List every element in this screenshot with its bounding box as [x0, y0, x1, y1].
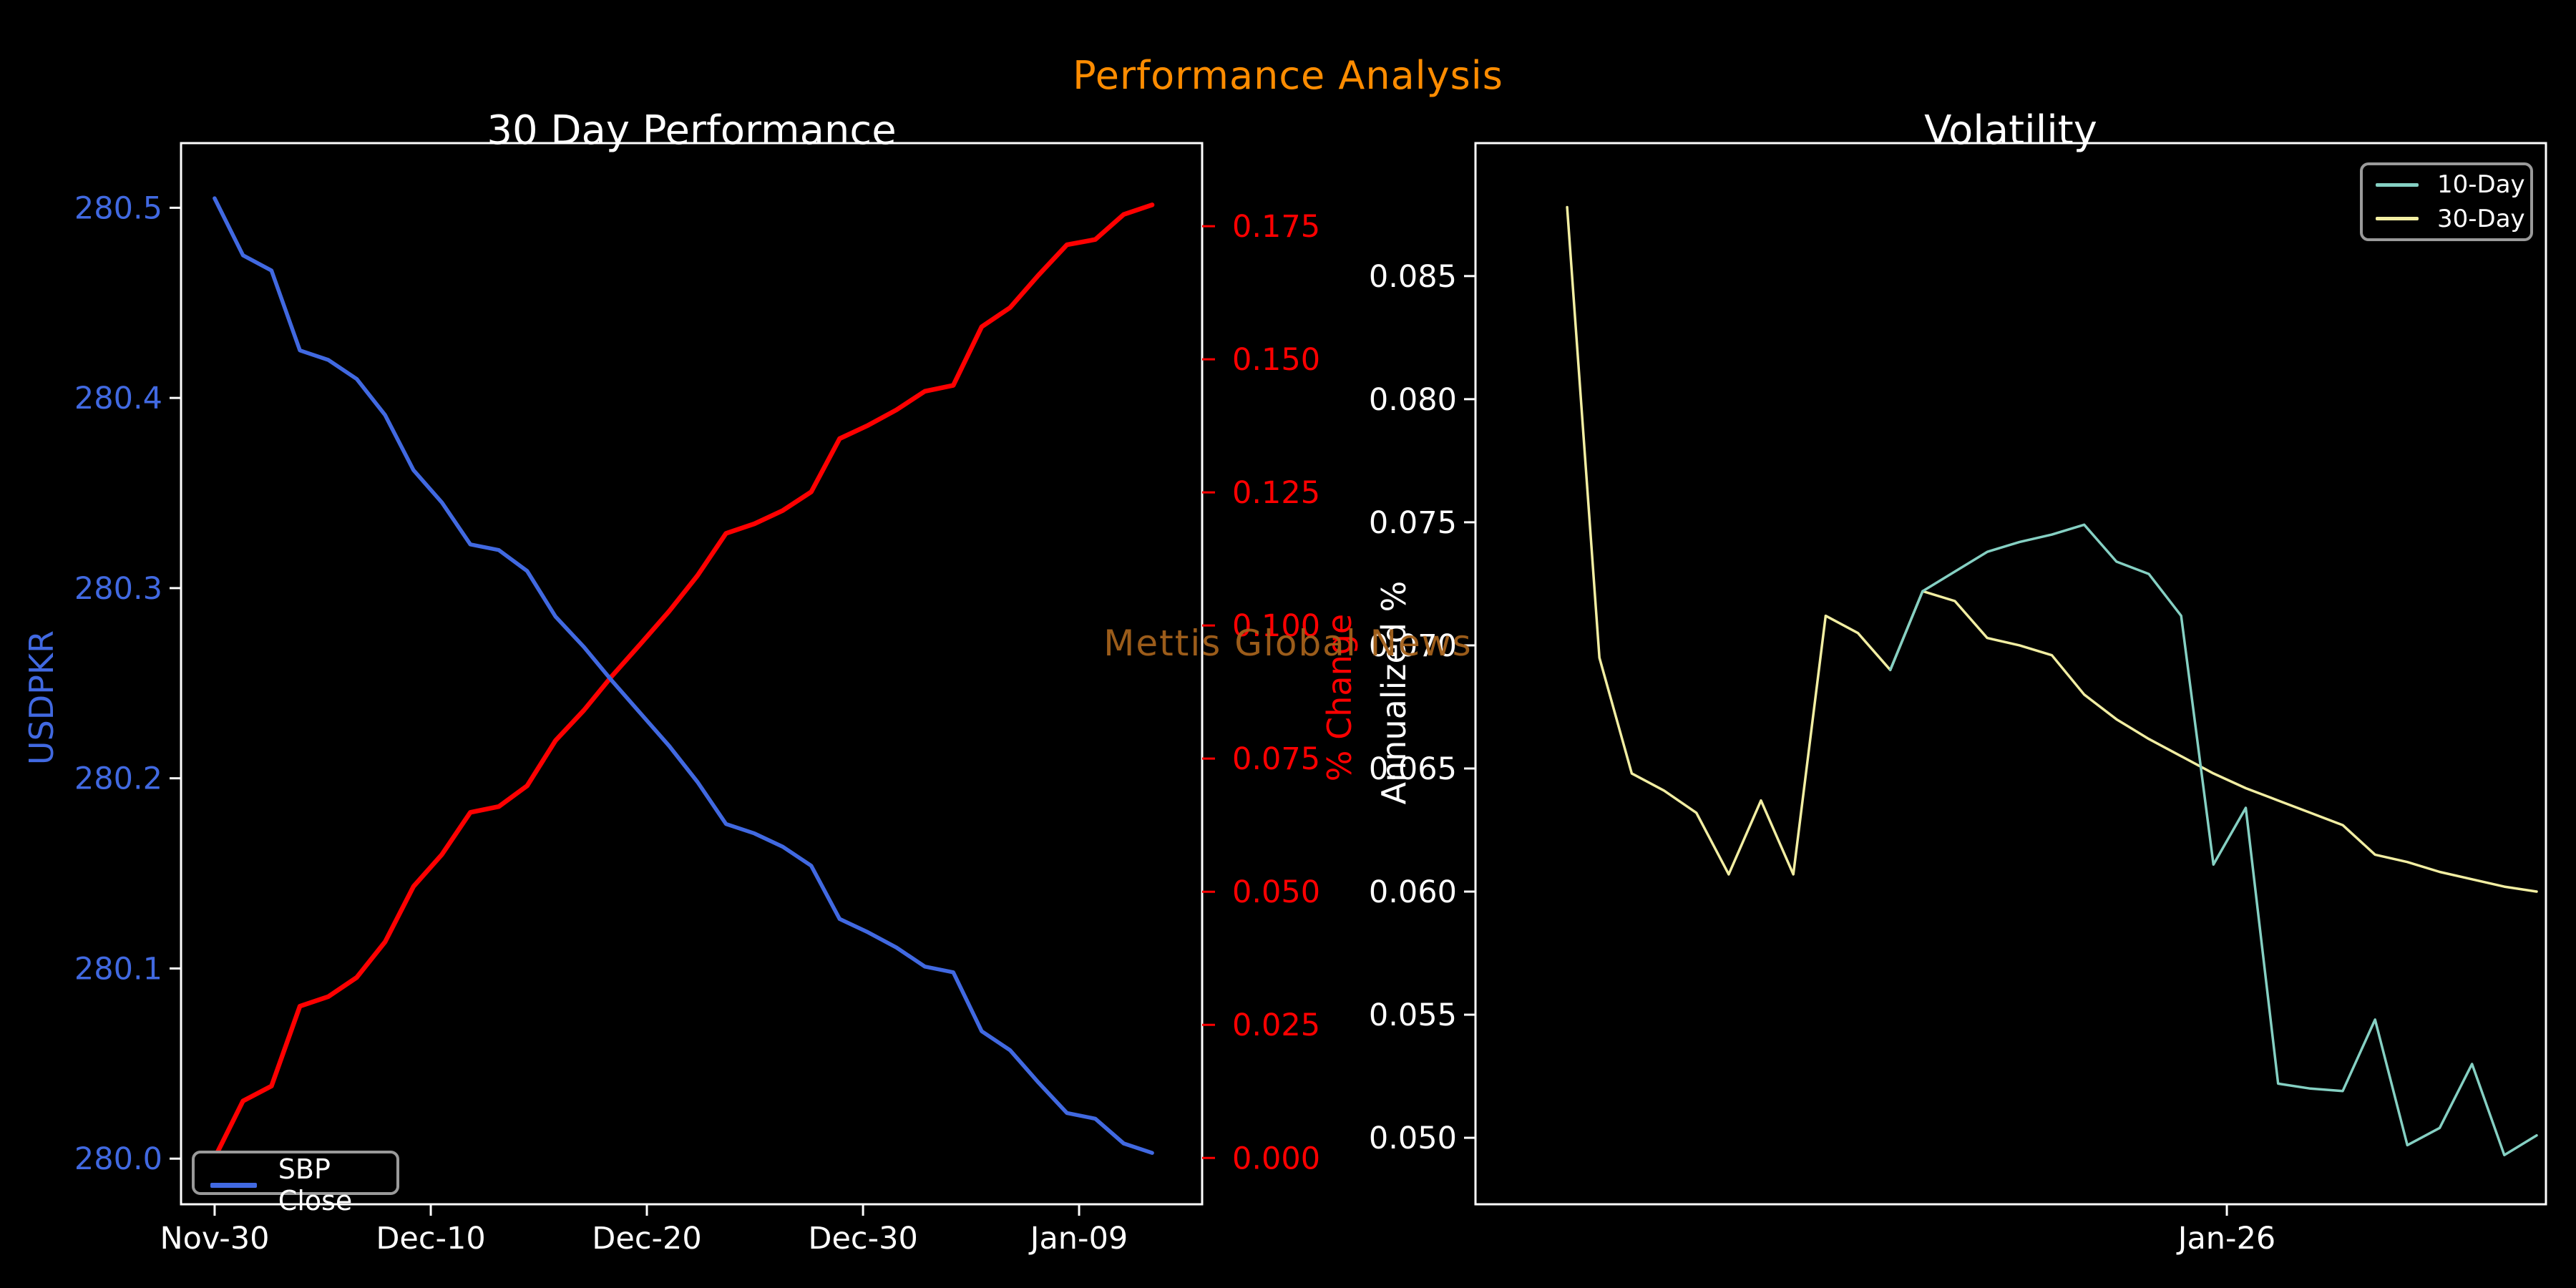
- svg-text:0.085: 0.085: [1369, 259, 1457, 295]
- svg-text:0.080: 0.080: [1369, 382, 1457, 418]
- figure-title: Performance Analysis: [1073, 53, 1503, 98]
- svg-text:0.050: 0.050: [1232, 874, 1320, 910]
- thirty-day-line-swatch: [2376, 217, 2419, 221]
- svg-text:Dec-20: Dec-20: [592, 1221, 701, 1257]
- volatility-legend: 10-Day 30-Day: [2360, 162, 2533, 241]
- sbp-legend: SBP Close: [192, 1151, 399, 1216]
- usdpkr-axis-label: USDPKR: [22, 630, 61, 766]
- legend-label: 10-Day: [2437, 170, 2525, 200]
- svg-text:280.2: 280.2: [74, 761, 162, 797]
- svg-text:280.0: 280.0: [74, 1141, 162, 1177]
- svg-text:0.050: 0.050: [1369, 1121, 1457, 1156]
- svg-text:0.075: 0.075: [1232, 741, 1320, 777]
- legend-label: 30-Day: [2437, 204, 2525, 233]
- svg-text:0.150: 0.150: [1232, 342, 1320, 378]
- svg-text:0.060: 0.060: [1369, 874, 1457, 910]
- svg-text:Jan-26: Jan-26: [2176, 1221, 2276, 1257]
- left-chart-title: 30 Day Performance: [487, 107, 897, 154]
- svg-text:280.3: 280.3: [74, 571, 162, 607]
- ten-day-line-swatch: [2376, 182, 2419, 187]
- svg-text:0.175: 0.175: [1232, 209, 1320, 245]
- legend-row: SBP Close: [210, 1153, 396, 1216]
- sbp-close-line-swatch: [210, 1182, 257, 1188]
- svg-text:0.100: 0.100: [1232, 608, 1320, 644]
- svg-text:0.000: 0.000: [1232, 1141, 1320, 1176]
- svg-text:Nov-30: Nov-30: [160, 1221, 269, 1257]
- legend-row: 10-Day: [2376, 170, 2530, 199]
- svg-text:0.125: 0.125: [1232, 475, 1320, 511]
- svg-text:0.070: 0.070: [1369, 628, 1457, 664]
- svg-text:280.4: 280.4: [74, 381, 162, 416]
- annualized-axis-label: Annualized %: [1375, 580, 1413, 805]
- svg-text:0.065: 0.065: [1369, 751, 1457, 787]
- svg-text:0.075: 0.075: [1369, 505, 1457, 541]
- svg-text:Jan-09: Jan-09: [1028, 1221, 1128, 1257]
- svg-text:Dec-30: Dec-30: [808, 1221, 917, 1257]
- legend-row: 30-Day: [2376, 205, 2530, 233]
- svg-text:Dec-10: Dec-10: [376, 1221, 485, 1257]
- svg-text:0.055: 0.055: [1369, 997, 1457, 1033]
- right-chart-title: Volatility: [1924, 107, 2097, 154]
- watermark: Mettis Global News: [1103, 623, 1473, 664]
- svg-text:280.1: 280.1: [74, 951, 162, 987]
- svg-text:280.5: 280.5: [74, 190, 162, 226]
- legend-label: SBP Close: [278, 1153, 353, 1216]
- svg-text:0.025: 0.025: [1232, 1008, 1320, 1043]
